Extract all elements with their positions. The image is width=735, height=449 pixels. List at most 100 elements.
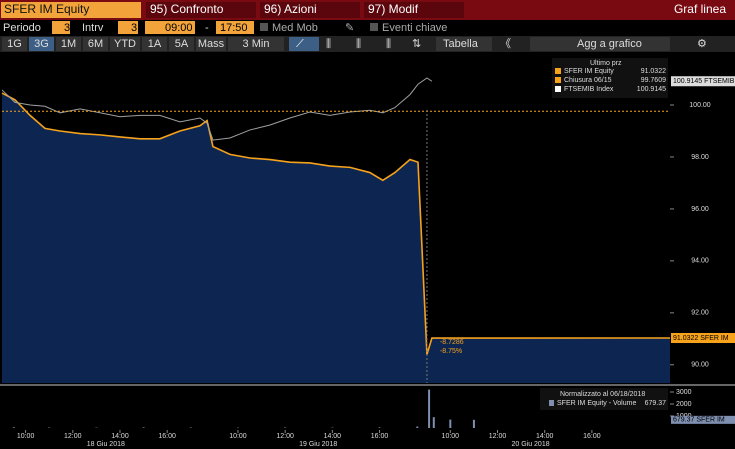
button[interactable] [83, 37, 108, 51]
date-label: 20 Giu 2018 [511, 441, 549, 448]
icon[interactable]: ✎ [345, 22, 354, 34]
label: Eventi chiave [382, 22, 447, 34]
volume-label: SFER IM Equity - Volume [557, 400, 636, 407]
menu-button[interactable] [364, 2, 464, 18]
field[interactable] [145, 21, 195, 34]
legend-swatch [555, 68, 561, 74]
label: Med Mob [272, 22, 318, 34]
x-tick-label: 12:00 [489, 433, 507, 440]
button[interactable] [228, 37, 284, 51]
add-button[interactable]: Agg a grafico [577, 38, 642, 50]
x-tick-label: 16:00 [158, 433, 176, 440]
button-label[interactable]: 6M [88, 38, 103, 50]
volume-title: Normalizzato al 06/18/2018 [560, 391, 645, 398]
field[interactable] [118, 21, 138, 34]
buttons: 1G 3G 1M 6M YTD 1A 5A Mass 3 Min [2, 37, 284, 51]
legend-title: Ultimo prz [590, 60, 622, 67]
menu-item[interactable]: 97) Modif [368, 2, 419, 16]
button-label[interactable]: 3 Min [243, 38, 270, 50]
button[interactable] [142, 37, 167, 51]
volume-tag-label: 679.37 SFER IM [673, 417, 725, 424]
legend-value: 91.0322 [641, 68, 666, 75]
field-value: 09:00 [165, 22, 193, 34]
field-value: 17:50 [220, 22, 248, 34]
x-tick-label: 16:00 [583, 433, 601, 440]
legend-swatch [555, 77, 561, 83]
field[interactable] [52, 21, 70, 34]
y-tick-label: 3000 [676, 389, 692, 396]
settings-icon[interactable]: ⚙ [697, 38, 707, 50]
icon[interactable]: 《 [500, 37, 511, 50]
x-tick-label: 16:00 [371, 433, 389, 440]
legend-box [552, 58, 668, 98]
field-value: 3 [64, 22, 70, 34]
button-label[interactable]: 3G [34, 38, 49, 50]
volume-bar [378, 427, 381, 428]
x-tick-label: 12:00 [276, 433, 294, 440]
legend-swatch [549, 400, 554, 406]
label: Intrv [82, 22, 104, 34]
menu-item[interactable]: 96) Azioni [264, 2, 317, 16]
menu-item[interactable]: 95) Confronto [150, 2, 224, 16]
settings-bar [0, 20, 735, 36]
button-label[interactable]: YTD [114, 38, 136, 50]
y-tick-label: 90.00 [691, 362, 709, 369]
x-tick-label: 12:00 [64, 433, 82, 440]
area [2, 93, 670, 383]
button[interactable] [436, 37, 492, 51]
y-tick-label: 92.00 [691, 310, 709, 317]
annotation: -8.75% [440, 348, 462, 355]
legend-label: Chiusura 06/15 [564, 77, 612, 84]
button-label[interactable]: Mass [198, 38, 225, 50]
icon[interactable]: ⫼ [386, 38, 391, 50]
table-button[interactable]: Tabella [443, 38, 479, 50]
legend-swatch [555, 86, 561, 92]
volume-bar [449, 419, 452, 428]
annotation: -8.7286 [440, 339, 464, 346]
checkbox[interactable] [260, 23, 268, 31]
button[interactable] [530, 37, 670, 51]
button[interactable] [196, 37, 226, 51]
chart: 90.00 92.00 94.00 96.00 98.00 100.00 10:00 12:0… [1, 58, 735, 448]
y-tick-label: 98.00 [691, 154, 709, 161]
icon[interactable]: ⫼ [326, 38, 331, 50]
button-label[interactable]: 1A [148, 38, 162, 50]
y-tick-label: 2000 [676, 401, 692, 408]
y-tick-label: 94.00 [691, 258, 709, 265]
volume-bar [472, 419, 475, 428]
legend-box [540, 388, 668, 410]
volume-bar [428, 389, 431, 428]
x-tick-label: 14:00 [324, 433, 342, 440]
x-tick-label: 10:00 [442, 433, 460, 440]
line [1, 92, 671, 355]
checkbox[interactable] [370, 23, 378, 31]
button[interactable] [56, 37, 81, 51]
volume-value: 679.37 [645, 400, 667, 407]
button[interactable] [29, 37, 54, 51]
volume-tag [671, 415, 735, 424]
button[interactable] [110, 37, 140, 51]
menu-button[interactable] [146, 2, 256, 18]
icon[interactable]: ⇅ [412, 38, 421, 50]
button-label[interactable]: 5A [175, 38, 189, 50]
price-tag [671, 76, 735, 87]
icon[interactable]: ⫼ [356, 38, 361, 50]
date-label: 19 Giu 2018 [299, 441, 337, 448]
security-field[interactable] [1, 2, 141, 18]
label: Periodo [3, 22, 41, 34]
menu-button[interactable] [260, 2, 360, 18]
y-tick-label: 96.00 [691, 206, 709, 213]
volume-bar [416, 426, 419, 428]
button-label[interactable]: 1M [61, 38, 76, 50]
icon[interactable]: ⟋ [296, 38, 304, 50]
volume-bar [12, 427, 15, 428]
button[interactable] [2, 37, 27, 51]
icon-button[interactable] [289, 37, 319, 51]
button-label[interactable]: 1G [7, 38, 22, 50]
field-value: 3 [131, 22, 137, 34]
x-tick-label: 14:00 [111, 433, 129, 440]
security: SFER IM Equity [4, 2, 89, 16]
button[interactable] [169, 37, 194, 51]
field[interactable] [216, 21, 254, 34]
